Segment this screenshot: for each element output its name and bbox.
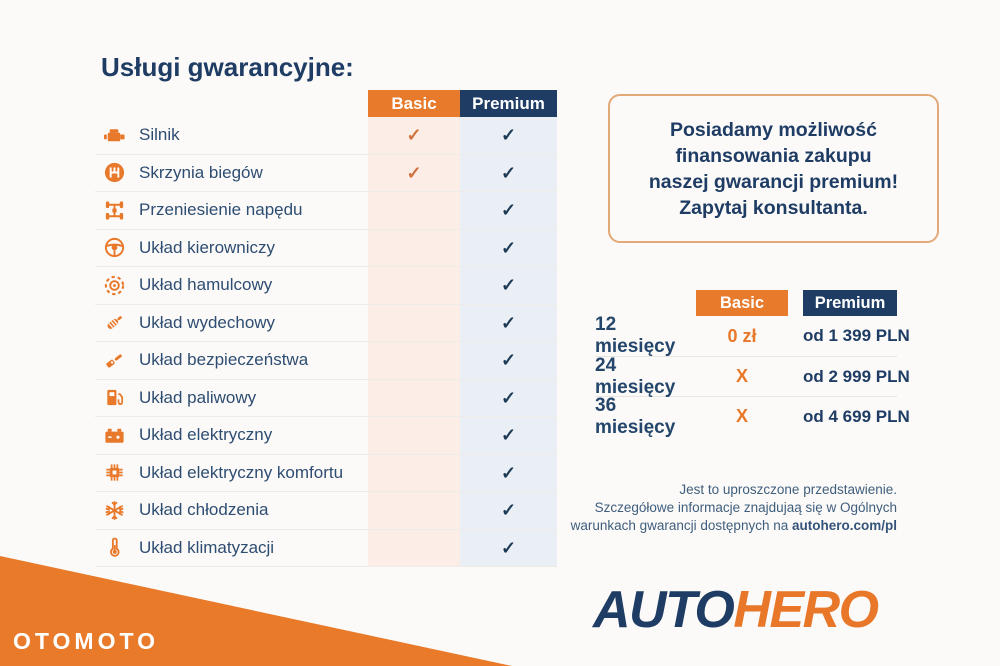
autohero-logo-hero: HERO <box>733 581 879 639</box>
otomoto-logo: OTOMOTO <box>13 628 159 654</box>
table-row: Układ klimatyzacji ✓ <box>95 529 557 567</box>
basic-check-icon: ✓ <box>406 162 422 183</box>
promo-line: naszej gwarancji premium! <box>648 170 899 193</box>
seatbelt-icon <box>101 342 127 379</box>
exhaust-icon <box>101 305 127 342</box>
drivetrain-icon <box>101 192 127 229</box>
table-row: Układ hamulcowy ✓ <box>95 267 557 305</box>
service-label: Skrzynia biegów <box>139 162 263 182</box>
column-header-premium: Premium <box>460 90 557 117</box>
table-row: Układ chłodzenia ✓ <box>95 492 557 530</box>
pricing-row: 24 miesięcy X od 2 999 PLN <box>595 354 910 398</box>
page-title: Usługi gwarancyjne: <box>101 52 354 82</box>
financing-promo-box: Posiadamy możliwość finansowania zakupu … <box>608 94 939 243</box>
pricing-row: 12 miesięcy 0 zł od 1 399 PLN <box>595 314 910 357</box>
disclaimer-line: Jest to uproszczone przedstawienie. <box>679 482 897 497</box>
service-label: Układ chłodzenia <box>139 500 269 520</box>
table-row: Silnik ✓ ✓ <box>95 117 557 155</box>
premium-check-icon: ✓ <box>500 237 517 258</box>
pricing-row: 36 miesięcy X od 4 699 PLN <box>595 394 910 438</box>
service-label: Silnik <box>139 125 180 145</box>
chip-icon <box>101 455 127 492</box>
thermometer-icon <box>101 530 127 567</box>
table-row: Układ kierowniczy ✓ <box>95 229 557 267</box>
disclaimer-line: warunkach gwarancji dostępnych na <box>570 518 792 533</box>
service-label: Układ bezpieczeństwa <box>139 350 309 370</box>
autohero-logo: AUTOHERO <box>593 580 879 640</box>
premium-check-icon: ✓ <box>500 275 517 296</box>
basic-check-icon: ✓ <box>406 125 422 146</box>
pricing-term: 12 miesięcy <box>595 314 676 357</box>
service-label: Układ klimatyzacji <box>139 537 275 557</box>
pricing-term: 24 miesięcy <box>595 354 676 398</box>
premium-check-icon: ✓ <box>500 537 517 558</box>
premium-check-icon: ✓ <box>500 425 517 446</box>
pricing-term: 36 miesięcy <box>595 394 676 438</box>
disclaimer-text: Jest to uproszczone przedstawienie. Szcz… <box>507 481 897 535</box>
pricing-basic-value: X <box>735 406 748 426</box>
gearbox-icon <box>101 155 127 192</box>
promo-line: Posiadamy możliwość <box>670 118 877 141</box>
service-label: Układ wydechowy <box>139 312 276 332</box>
disclaimer-line: Szczegółowe informacje znajdujaą się w O… <box>594 500 897 515</box>
pricing-premium-value: od 2 999 PLN <box>803 366 910 386</box>
table-row: Przeniesienie napędu ✓ <box>95 192 557 230</box>
pricing-table-header: Basic Premium <box>696 290 897 316</box>
battery-icon <box>101 417 127 454</box>
premium-check-icon: ✓ <box>500 162 517 183</box>
table-row: Układ elektryczny ✓ <box>95 417 557 455</box>
table-row: Skrzynia biegów ✓ ✓ <box>95 154 557 192</box>
autohero-url: autohero.com/pl <box>791 518 897 533</box>
pricing-basic-value: X <box>735 366 748 386</box>
service-label: Przeniesienie napędu <box>139 200 303 220</box>
table-row: Układ bezpieczeństwa ✓ <box>95 342 557 380</box>
table-row: Układ paliwowy ✓ <box>95 379 557 417</box>
pricing-header-premium: Premium <box>803 290 897 316</box>
promo-line: Zapytaj konsultanta. <box>679 196 868 219</box>
engine-icon <box>101 117 127 154</box>
autohero-logo-auto: AUTO <box>593 581 735 639</box>
pricing-premium-value: od 4 699 PLN <box>803 406 910 426</box>
brake-disc-icon <box>101 267 127 304</box>
premium-check-icon: ✓ <box>500 125 517 146</box>
premium-check-icon: ✓ <box>500 350 517 371</box>
pricing-header-basic: Basic <box>696 290 788 316</box>
premium-check-icon: ✓ <box>500 500 517 521</box>
promo-line: finansowania zakupu <box>675 144 872 167</box>
fuel-pump-icon <box>101 380 127 417</box>
service-label: Układ elektryczny komfortu <box>139 462 344 482</box>
service-label: Układ paliwowy <box>139 387 257 407</box>
snowflake-icon <box>101 492 127 529</box>
service-label: Układ kierowniczy <box>139 237 276 257</box>
premium-check-icon: ✓ <box>500 200 517 221</box>
pricing-table: Basic Premium 12 miesięcy 0 zł od 1 399 … <box>595 290 910 438</box>
premium-check-icon: ✓ <box>500 462 517 483</box>
service-label: Układ elektryczny <box>139 425 273 445</box>
table-row: Układ wydechowy ✓ <box>95 304 557 342</box>
pricing-premium-value: od 1 399 PLN <box>803 326 910 345</box>
table-row: Układ elektryczny komfortu ✓ <box>95 454 557 492</box>
service-label: Układ hamulcowy <box>139 275 273 295</box>
premium-check-icon: ✓ <box>500 312 517 333</box>
premium-check-icon: ✓ <box>500 387 517 408</box>
services-table-header: Basic Premium <box>368 90 557 117</box>
pricing-basic-value: 0 zł <box>727 325 757 346</box>
services-table: Basic Premium Silnik ✓ ✓ Skrzynia biegów… <box>95 90 557 567</box>
steering-wheel-icon <box>101 230 127 267</box>
column-header-basic: Basic <box>368 90 460 117</box>
